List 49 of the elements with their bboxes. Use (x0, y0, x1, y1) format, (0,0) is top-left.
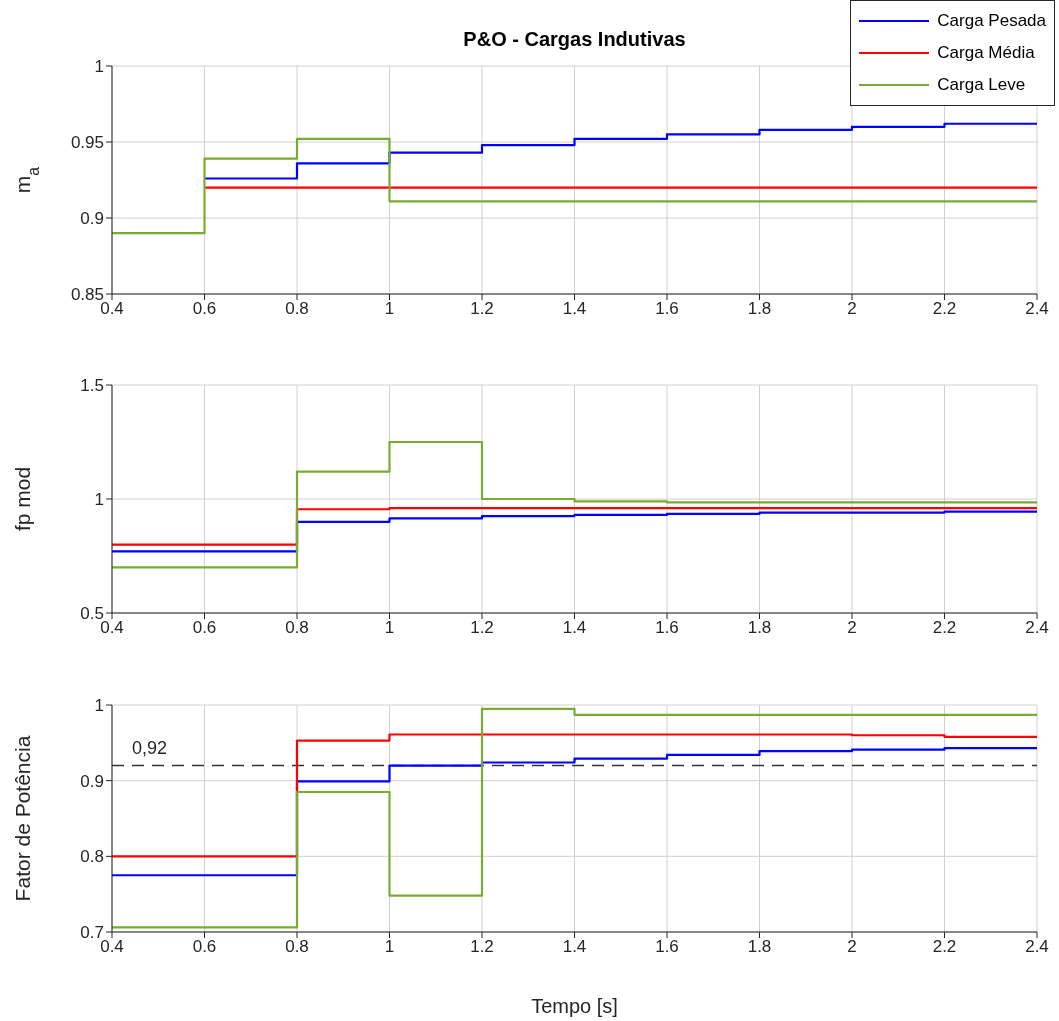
x-tick-label: 0.8 (285, 937, 309, 957)
x-tick-label: 0.8 (285, 618, 309, 638)
x-tick-label: 0.8 (285, 299, 309, 319)
x-tick-label: 1.8 (747, 618, 772, 638)
x-tick-label: 1.4 (562, 937, 587, 957)
y-axis-title: Fator de Potência (11, 735, 34, 902)
x-tick-label: 1.6 (655, 618, 679, 638)
x-axis-title: Tempo [s] (531, 995, 618, 1017)
y-axis-title: fp mod (11, 466, 34, 532)
x-tick-label: 1 (384, 618, 395, 638)
x-tick-label: 1 (384, 937, 395, 957)
x-tick-label: 2.2 (932, 299, 957, 319)
y-tick-label: 1 (94, 696, 104, 716)
x-tick-label: 1.2 (470, 937, 494, 957)
x-tick-label: 0.4 (100, 618, 124, 638)
y-tick-label: 1 (94, 57, 104, 77)
legend-label: Carga Média (937, 43, 1035, 63)
x-tick-label: 1 (384, 299, 395, 319)
legend-label: Carga Pesada (937, 11, 1046, 31)
x-tick-label: 2.4 (1025, 299, 1049, 319)
x-tick-label: 2.2 (932, 618, 957, 638)
x-tick-label: 0.4 (100, 299, 124, 319)
ref-line-label: 0,92 (132, 738, 168, 759)
x-tick-label: 1.2 (470, 299, 494, 319)
x-tick-label: 2 (847, 618, 857, 638)
chart-title: P&O - Cargas Indutivas (463, 28, 686, 50)
y-tick-label: 1.5 (80, 376, 104, 396)
x-tick-label: 0.6 (192, 618, 217, 638)
x-tick-label: 1.8 (747, 299, 772, 319)
x-tick-label: 1.8 (747, 937, 772, 957)
x-tick-label: 2.4 (1025, 618, 1049, 638)
x-tick-label: 1.6 (655, 937, 679, 957)
y-tick-label: 0.8 (80, 847, 104, 867)
x-tick-label: 2.4 (1025, 937, 1049, 957)
x-tick-label: 1.6 (655, 299, 679, 319)
legend-label: Carga Leve (937, 75, 1026, 95)
x-tick-label: 2 (847, 937, 857, 957)
x-tick-label: 1.2 (470, 618, 494, 638)
y-tick-label: 0.95 (70, 133, 104, 153)
x-tick-label: 0.4 (100, 937, 124, 957)
x-tick-label: 0.6 (192, 299, 217, 319)
y-tick-label: 1 (94, 490, 104, 510)
x-tick-label: 2 (847, 299, 857, 319)
x-tick-label: 1.4 (562, 618, 587, 638)
x-tick-label: 1.4 (562, 299, 587, 319)
x-tick-label: 0.6 (192, 937, 217, 957)
y-tick-label: 0.9 (80, 771, 104, 791)
y-tick-label: 0.9 (80, 209, 104, 229)
x-tick-label: 2.2 (932, 937, 957, 957)
